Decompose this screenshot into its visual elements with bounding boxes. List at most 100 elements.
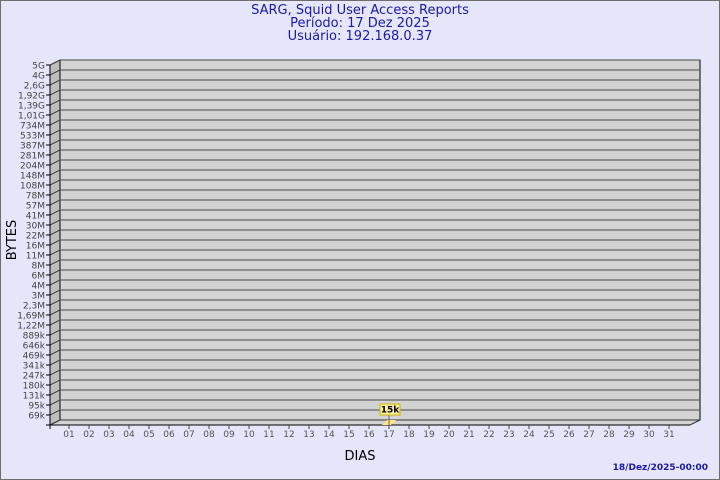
chart-subtitle-user: Usuário: 192.168.0.37 bbox=[287, 29, 433, 44]
gridline-side bbox=[49, 69, 61, 76]
x-tick-label: 05 bbox=[143, 430, 154, 440]
y-tick-label: 11M bbox=[26, 252, 45, 262]
gridline-side bbox=[49, 219, 61, 226]
y-tick-label: 734M bbox=[20, 122, 45, 132]
gridline-side bbox=[49, 209, 61, 216]
x-tick-label: 15 bbox=[343, 430, 354, 440]
x-tick-label: 08 bbox=[203, 430, 215, 440]
gridline-side bbox=[49, 129, 61, 136]
y-tick-label: 22M bbox=[26, 232, 45, 242]
x-tick-label: 25 bbox=[543, 430, 554, 440]
gridline-side bbox=[49, 389, 61, 396]
y-tick-label: 1,69M bbox=[17, 312, 45, 322]
x-tick-label: 06 bbox=[163, 430, 175, 440]
x-tick-label: 16 bbox=[363, 430, 375, 440]
y-tick-label: 95k bbox=[28, 402, 45, 412]
gridline-side bbox=[49, 59, 61, 66]
x-tick-label: 07 bbox=[183, 430, 194, 440]
gridline-side bbox=[49, 379, 61, 386]
y-tick-label: 889k bbox=[23, 332, 46, 342]
x-tick-label: 02 bbox=[83, 430, 94, 440]
x-tick-label: 11 bbox=[263, 430, 274, 440]
y-tick-label: 204M bbox=[20, 162, 45, 172]
y-tick-label: 1,92G bbox=[18, 92, 45, 102]
gridline-side bbox=[49, 109, 61, 116]
gridline-side bbox=[49, 399, 61, 406]
gridline-side bbox=[49, 299, 61, 306]
x-tick-label: 28 bbox=[603, 430, 615, 440]
gridline-side bbox=[49, 239, 61, 246]
gridline-side bbox=[49, 119, 61, 126]
y-tick-label: 148M bbox=[20, 172, 45, 182]
gridline-side bbox=[49, 159, 61, 166]
x-tick-label: 03 bbox=[103, 430, 114, 440]
y-tick-label: 1,22M bbox=[17, 322, 45, 332]
y-tick-label: 533M bbox=[20, 132, 45, 142]
x-tick-label: 01 bbox=[63, 430, 74, 440]
x-tick-label: 22 bbox=[483, 430, 494, 440]
gridline-side bbox=[49, 319, 61, 326]
gridline-side bbox=[49, 259, 61, 266]
gridline-side bbox=[49, 309, 61, 316]
gridline-side bbox=[49, 189, 61, 196]
y-tick-label: 2,6G bbox=[24, 82, 45, 92]
y-tick-label: 5G bbox=[32, 62, 45, 72]
x-tick-label: 20 bbox=[443, 430, 455, 440]
y-tick-label: 646k bbox=[23, 342, 46, 352]
x-tick-label: 23 bbox=[503, 430, 514, 440]
x-tick-label: 10 bbox=[243, 430, 255, 440]
gridline-side bbox=[49, 359, 61, 366]
y-tick-label: 57M bbox=[26, 202, 45, 212]
gridline-side bbox=[49, 149, 61, 156]
gridline-side bbox=[49, 179, 61, 186]
x-tick-label: 30 bbox=[643, 430, 655, 440]
y-tick-label: 2,3M bbox=[23, 302, 45, 312]
x-tick-label: 13 bbox=[303, 430, 314, 440]
y-tick-label: 3M bbox=[32, 292, 46, 302]
data-label-box bbox=[379, 403, 401, 416]
gridline-side bbox=[49, 349, 61, 356]
y-tick-label: 30M bbox=[26, 222, 45, 232]
y-tick-label: 4G bbox=[32, 72, 45, 82]
x-tick-label: 17 bbox=[383, 430, 394, 440]
gridline-side bbox=[49, 339, 61, 346]
x-tick-label: 24 bbox=[523, 430, 535, 440]
x-tick-label: 19 bbox=[423, 430, 435, 440]
y-axis-label: BYTES bbox=[5, 220, 20, 261]
x-tick-label: 12 bbox=[283, 430, 294, 440]
y-tick-label: 16M bbox=[26, 242, 45, 252]
y-tick-label: 387M bbox=[20, 142, 45, 152]
y-tick-label: 131k bbox=[23, 392, 46, 402]
gridline-side bbox=[49, 169, 61, 176]
gridline-side bbox=[49, 79, 61, 86]
y-tick-label: 8M bbox=[32, 262, 46, 272]
y-tick-label: 69k bbox=[28, 412, 45, 422]
y-tick-label: 180k bbox=[23, 382, 46, 392]
gridline-side bbox=[49, 89, 61, 96]
footer-timestamp: 18/Dez/2025-00:00 bbox=[613, 463, 708, 473]
gridline-side bbox=[49, 409, 61, 416]
y-tick-label: 247k bbox=[23, 372, 46, 382]
x-tick-label: 09 bbox=[223, 430, 235, 440]
x-tick-label: 14 bbox=[323, 430, 335, 440]
y-tick-label: 6M bbox=[32, 272, 46, 282]
x-tick-label: 29 bbox=[623, 430, 635, 440]
gridline-side bbox=[49, 329, 61, 336]
y-tick-label: 1,39G bbox=[18, 102, 45, 112]
chart-subtitle-period: Período: 17 Dez 2025 bbox=[290, 16, 430, 31]
y-tick-label: 78M bbox=[26, 192, 45, 202]
x-tick-label: 04 bbox=[123, 430, 135, 440]
x-axis-label: DIAS bbox=[345, 449, 376, 464]
gridline-side bbox=[49, 99, 61, 106]
x-tick-label: 26 bbox=[563, 430, 575, 440]
gridline-side bbox=[49, 139, 61, 146]
data-label: 15k bbox=[381, 406, 401, 416]
y-tick-label: 1,01G bbox=[18, 112, 45, 122]
gridline-side bbox=[49, 289, 61, 296]
plot-floor bbox=[49, 419, 701, 426]
gridline-side bbox=[49, 269, 61, 276]
y-tick-label: 341k bbox=[23, 362, 46, 372]
chart-title: SARG, Squid User Access Reports bbox=[251, 3, 469, 18]
gridline-side bbox=[49, 249, 61, 256]
x-tick-label: 31 bbox=[663, 430, 674, 440]
